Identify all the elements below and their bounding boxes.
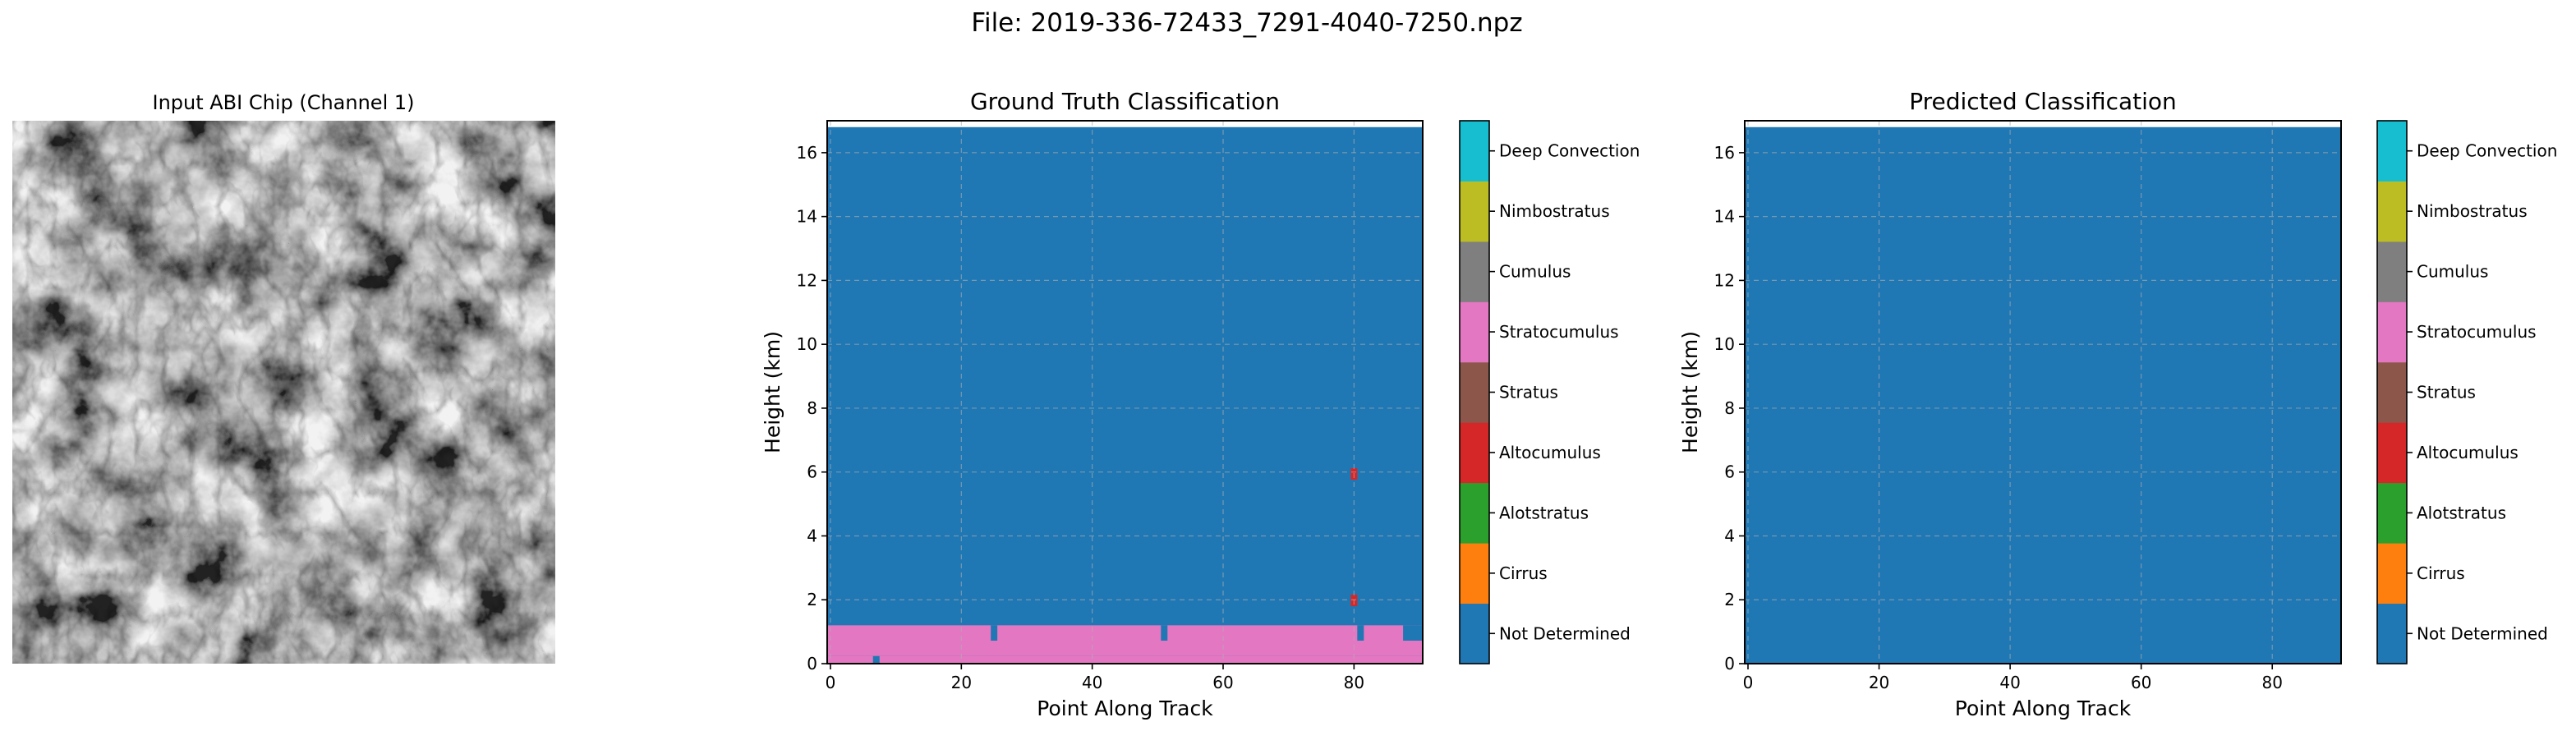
pred-ytick-label-1: 2 xyxy=(1724,590,1735,609)
gt-ytick-label-5: 10 xyxy=(797,334,817,354)
pred-ylabel: Height (km) xyxy=(1678,331,1702,453)
pred-colorbar-label-2: Alotstratus xyxy=(2417,503,2506,522)
pred-colorbar-label-5: Stratocumulus xyxy=(2417,322,2537,342)
figure-title: File: 2019-336-72433_7291-4040-7250.npz xyxy=(971,8,1522,38)
gt-ytick-label-2: 4 xyxy=(807,526,817,545)
predicted-colorbar: Not Determined Cirrus Alotstratus Altocumul… xyxy=(2376,120,2557,664)
image-title: Input ABI Chip (Channel 1) xyxy=(152,91,414,114)
gt-xtick-label-3: 60 xyxy=(1212,673,1233,692)
pred-xtick-label-0: 0 xyxy=(1743,673,1754,692)
gt-ylabel: Height (km) xyxy=(761,331,784,453)
gt-xtick-label-0: 0 xyxy=(826,673,836,692)
pred-colorbar-swatch-5 xyxy=(2377,301,2407,363)
pred-ytick-label-4: 8 xyxy=(1724,398,1735,418)
pred-ytick-label-0: 0 xyxy=(1724,654,1735,674)
gt-ytick-label-1: 2 xyxy=(807,590,817,609)
gt-xtick-label-2: 40 xyxy=(1082,673,1102,692)
gt-colorbar-label-3: Altocumulus xyxy=(1499,443,1601,462)
gt-region-4 xyxy=(1161,625,1168,641)
gt-colorbar-label-1: Cirrus xyxy=(1499,563,1548,583)
gt-region-1 xyxy=(827,655,873,664)
gt-region-5 xyxy=(1357,625,1364,641)
gt-colorbar-swatch-3 xyxy=(1460,422,1489,484)
gt-colorbar-label-6: Cumulus xyxy=(1499,262,1571,282)
pred-ytick-label-5: 10 xyxy=(1714,334,1735,354)
gt-ytick-label-3: 6 xyxy=(807,462,817,482)
gt-colorbar-swatch-8 xyxy=(1460,121,1489,182)
pred-colorbar-label-7: Nimbostratus xyxy=(2417,201,2528,221)
gt-ytick-label-6: 12 xyxy=(797,270,817,290)
pred-colorbar-label-6: Cumulus xyxy=(2417,262,2488,282)
pred-colorbar-label-3: Altocumulus xyxy=(2417,443,2518,462)
gt-colorbar-swatch-6 xyxy=(1460,241,1489,302)
gt-xtick-label-4: 80 xyxy=(1344,673,1364,692)
gt-region-3 xyxy=(991,625,998,641)
image-texture xyxy=(12,121,555,664)
gt-colorbar-swatch-7 xyxy=(1460,181,1489,242)
gt-colorbar-frame xyxy=(1459,120,1490,664)
pred-xlabel: Point Along Track xyxy=(1955,697,2132,720)
input-image-panel: Input ABI Chip (Channel 1) xyxy=(12,91,555,664)
pred-colorbar-swatch-3 xyxy=(2377,422,2407,484)
gt-title: Ground Truth Classification xyxy=(970,88,1280,115)
pred-ytick-label-7: 14 xyxy=(1714,207,1735,227)
gt-colorbar-label-4: Stratus xyxy=(1499,383,1558,402)
gt-ytick-label-8: 16 xyxy=(797,143,817,163)
pred-colorbar-swatch-7 xyxy=(2377,181,2407,242)
pred-colorbar-swatch-0 xyxy=(2377,603,2407,664)
ground-truth-colorbar: Not Determined Cirrus Alotstratus Altocumul… xyxy=(1459,120,1640,664)
gt-region-6 xyxy=(1403,625,1423,641)
gt-ytick-label-7: 14 xyxy=(797,207,817,227)
gt-background-cells xyxy=(827,126,1423,664)
gt-xlabel: Point Along Track xyxy=(1037,697,1213,720)
pred-ytick-label-3: 6 xyxy=(1724,462,1735,482)
pred-colorbar-swatch-1 xyxy=(2377,543,2407,605)
ground-truth-panel: 0 20 40 60 80 0 2 4 6 8 10 12 14 16 Ground Truth Class… xyxy=(761,88,1424,720)
gt-axes-frame xyxy=(826,120,1424,664)
pred-xtick-label-3: 60 xyxy=(2131,673,2151,692)
gt-colorbar-swatch-5 xyxy=(1460,301,1489,363)
gt-colorbar-label-5: Stratocumulus xyxy=(1499,322,1619,342)
pred-ytick-label-8: 16 xyxy=(1714,143,1735,163)
gt-colorbar-label-7: Nimbostratus xyxy=(1499,201,1610,221)
pred-axes-frame xyxy=(1744,120,2342,664)
gt-colorbar-label-0: Not Determined xyxy=(1499,623,1631,643)
pred-xtick-label-1: 20 xyxy=(1869,673,1889,692)
gt-colorbar-label-2: Alotstratus xyxy=(1499,503,1589,522)
gt-ytick-label-4: 8 xyxy=(807,398,817,418)
gt-region-2 xyxy=(879,655,1423,664)
gt-colorbar-swatch-1 xyxy=(1460,543,1489,605)
pred-title: Predicted Classification xyxy=(1909,88,2177,115)
gt-colorbar-label-8: Deep Convection xyxy=(1499,141,1640,161)
pred-colorbar-label-1: Cirrus xyxy=(2417,563,2465,583)
predicted-panel: 0 20 40 60 80 0 2 4 6 8 10 12 14 16 Predicted Classifi… xyxy=(1678,88,2342,720)
pred-colorbar-swatch-2 xyxy=(2377,482,2407,544)
gt-colorbar-swatch-0 xyxy=(1460,603,1489,664)
gt-ytick-label-0: 0 xyxy=(807,654,817,674)
gt-colorbar-swatch-2 xyxy=(1460,482,1489,544)
pred-ytick-label-2: 4 xyxy=(1724,526,1735,545)
pred-background-cells xyxy=(1745,126,2341,664)
pred-colorbar-swatch-4 xyxy=(2377,361,2407,423)
pred-colorbar-swatch-8 xyxy=(2377,121,2407,182)
pred-colorbar-label-0: Not Determined xyxy=(2417,623,2548,643)
gt-colorbar-swatch-4 xyxy=(1460,361,1489,423)
gt-xtick-label-1: 20 xyxy=(951,673,972,692)
pred-colorbar-frame xyxy=(2376,120,2408,664)
pred-xtick-label-4: 80 xyxy=(2262,673,2283,692)
pred-ytick-label-6: 12 xyxy=(1714,270,1735,290)
pred-colorbar-label-4: Stratus xyxy=(2417,383,2476,402)
pred-colorbar-swatch-6 xyxy=(2377,241,2407,302)
pred-xtick-label-2: 40 xyxy=(1999,673,2020,692)
pred-colorbar-label-8: Deep Convection xyxy=(2417,141,2557,161)
gt-region-0 xyxy=(827,625,1423,656)
